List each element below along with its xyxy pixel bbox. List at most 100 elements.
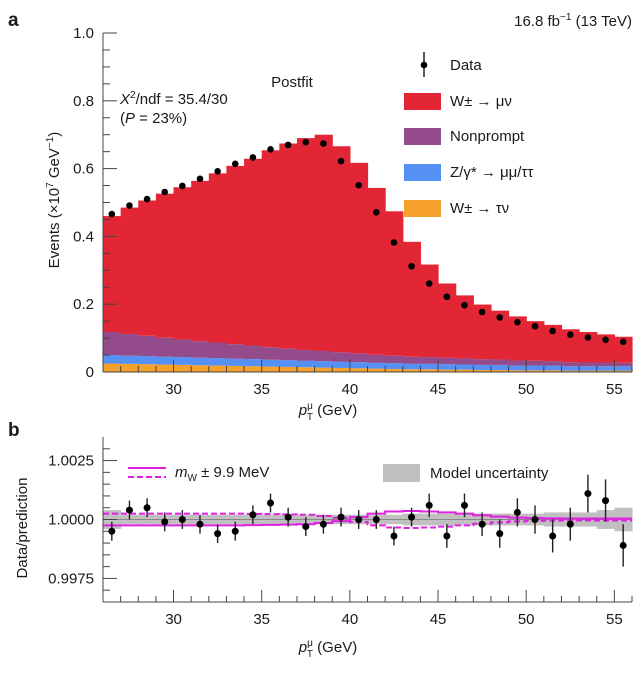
bar-w-	[420, 369, 439, 372]
legend-data-marker	[420, 61, 428, 69]
bar-nonprompt	[402, 356, 421, 364]
ratio-point	[584, 490, 592, 498]
bar-nonprompt	[438, 357, 457, 365]
ratio-point	[302, 523, 310, 531]
bar-w-	[473, 369, 492, 372]
bar-w-	[455, 369, 474, 372]
bar-z-	[473, 364, 492, 370]
bar-w-	[349, 368, 369, 372]
bar-z-	[508, 365, 527, 371]
x-tick-label: 45	[430, 611, 447, 628]
ratio-point	[284, 513, 292, 521]
data-point	[231, 160, 239, 168]
bar-w-	[614, 370, 633, 372]
bar-nonprompt	[226, 344, 245, 359]
x-tick-label: 45	[430, 381, 447, 398]
mw-plus-line	[103, 510, 632, 527]
bar-w-	[226, 365, 245, 372]
data-point	[584, 334, 592, 341]
y-tick-label: 0.4	[73, 228, 94, 245]
legend-a: Data W± → μν Nonprompt Z/γ* → μμ/ττ W± → τν	[404, 52, 533, 217]
ratio-point	[531, 516, 539, 523]
bar-w-	[508, 316, 527, 361]
ratio-point	[460, 501, 468, 509]
bar-z-	[526, 365, 545, 371]
stacked-histogram	[103, 134, 633, 372]
bar-nonprompt	[385, 355, 404, 364]
bar-nonprompt	[367, 354, 386, 363]
x-tick-label: 30	[165, 611, 182, 628]
bar-w-	[261, 150, 280, 348]
x-tick-label: 30	[165, 381, 182, 398]
mw-minus-dashed-line	[103, 512, 632, 529]
bar-nonprompt	[279, 348, 298, 361]
data-point	[143, 195, 151, 203]
postfit-title: Postfit	[271, 74, 314, 91]
y-tick-label: 1.0025	[48, 453, 94, 470]
bar-w-	[402, 369, 421, 372]
bar-nonprompt	[173, 339, 192, 358]
bar-z-	[244, 359, 263, 367]
luminosity-label: 16.8 fb−1 (13 TeV)	[514, 12, 632, 30]
bar-w-	[191, 365, 210, 372]
mw-variation-lines	[103, 510, 632, 529]
bar-w-	[420, 264, 439, 358]
ratio-point	[408, 513, 416, 521]
data-point	[408, 262, 415, 270]
bar-nonprompt	[208, 342, 228, 359]
bar-w-	[173, 364, 192, 372]
bar-w-	[261, 366, 280, 372]
ratio-point	[214, 530, 222, 538]
bar-w-	[226, 165, 245, 345]
data-point	[549, 327, 556, 335]
ratio-point	[249, 511, 257, 519]
bar-z-	[614, 366, 633, 371]
ratio-point	[143, 504, 151, 512]
y-tick-label: 1.0000	[48, 512, 94, 529]
bar-w-	[402, 241, 421, 357]
data-point	[108, 210, 116, 218]
bar-nonprompt	[332, 352, 351, 362]
y-tick-label: 0.8	[73, 93, 94, 110]
ratio-point	[319, 520, 327, 528]
bar-w-	[155, 364, 175, 372]
bar-w-	[561, 329, 580, 363]
ratio-point	[267, 499, 275, 507]
bar-w-	[543, 370, 563, 372]
legend-label: W± → μν	[450, 93, 512, 110]
legend-swatch	[404, 128, 441, 145]
bar-w-	[120, 207, 139, 335]
bar-z-	[138, 356, 157, 365]
bar-z-	[103, 355, 122, 364]
bar-z-	[349, 362, 369, 369]
x-tick-label: 55	[606, 381, 623, 398]
bar-z-	[155, 356, 175, 365]
data-points	[108, 138, 627, 346]
data-point	[425, 280, 433, 287]
data-point	[302, 138, 310, 146]
x-axis-label-b: pμ T (GeV)	[298, 638, 357, 660]
bar-w-	[191, 180, 210, 342]
legend-swatch	[404, 200, 441, 217]
data-point	[179, 182, 186, 190]
panel-label-b: b	[8, 420, 20, 441]
bar-w-	[508, 370, 527, 372]
bar-nonprompt	[490, 359, 510, 365]
y-axis-label-b: Data/prediction	[14, 478, 31, 579]
bar-nonprompt	[420, 357, 439, 364]
bar-w-	[279, 366, 298, 372]
ratio-point	[425, 501, 433, 509]
bar-w-	[332, 146, 351, 353]
ratio-point	[390, 532, 398, 540]
legend-label: Z/γ* → μμ/ττ	[450, 164, 533, 181]
bar-z-	[438, 364, 457, 370]
bar-w-	[526, 370, 545, 372]
bar-nonprompt	[138, 335, 157, 357]
bar-w-	[385, 368, 404, 372]
bar-w-	[349, 162, 369, 354]
p-value-annotation: (P = 23%)	[120, 110, 187, 127]
data-point	[337, 157, 345, 165]
bar-nonprompt	[561, 362, 580, 367]
ratio-point	[196, 520, 204, 528]
